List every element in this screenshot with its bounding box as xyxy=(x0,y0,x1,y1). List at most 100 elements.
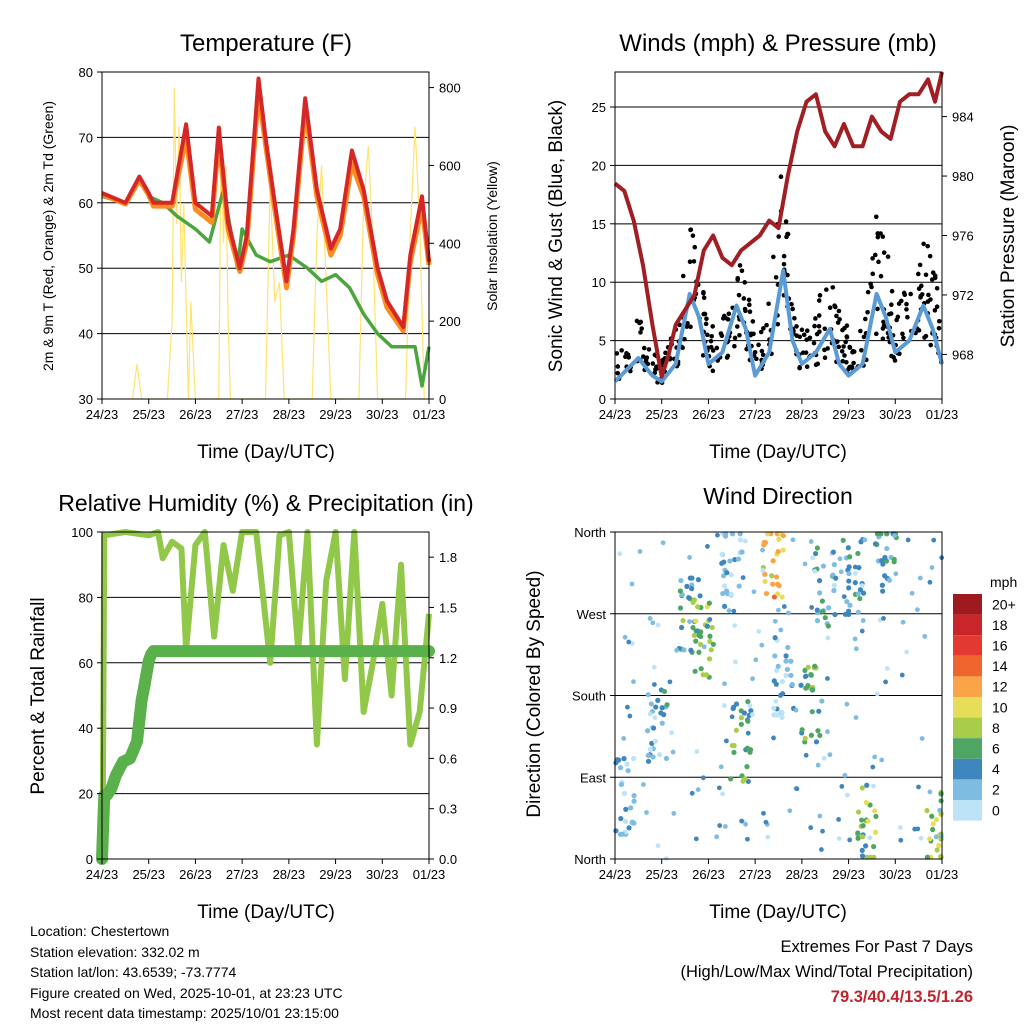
gust-point xyxy=(710,324,716,329)
direction-point xyxy=(720,590,726,597)
direction-point xyxy=(881,615,886,621)
direction-point xyxy=(745,699,751,705)
x-tick-label: 24/23 xyxy=(86,407,119,422)
direction-point xyxy=(929,565,935,570)
direction-point xyxy=(723,531,729,537)
gust-point xyxy=(691,259,697,264)
x-tick-label: 27/23 xyxy=(739,407,772,422)
direction-point xyxy=(820,828,825,834)
direction-point xyxy=(690,625,696,631)
direction-point xyxy=(802,561,808,567)
gust-point xyxy=(875,234,881,240)
gust-point xyxy=(737,263,743,268)
direction-point xyxy=(826,605,832,611)
direction-point xyxy=(621,735,627,741)
gust-point xyxy=(842,325,847,331)
direction-point xyxy=(867,854,874,860)
direction-point xyxy=(865,818,871,824)
direction-point xyxy=(859,853,866,859)
gust-point xyxy=(801,332,807,338)
direction-point xyxy=(882,573,888,579)
direction-point xyxy=(627,713,633,719)
gust-point xyxy=(847,364,852,370)
direction-point xyxy=(641,782,646,787)
legend-swatch xyxy=(953,594,982,615)
direction-point xyxy=(779,710,785,716)
direction-point xyxy=(915,607,920,613)
direction-point xyxy=(740,575,746,581)
gust-point xyxy=(813,362,819,368)
direction-point xyxy=(893,571,899,577)
gust-point xyxy=(824,287,829,292)
direction-point xyxy=(846,570,852,577)
direction-point xyxy=(867,835,873,841)
direction-point xyxy=(922,633,928,639)
direction-point xyxy=(618,815,624,822)
x-tick-label: 27/23 xyxy=(739,867,772,882)
direction-point xyxy=(803,752,809,758)
gust-point xyxy=(790,306,795,312)
direction-point xyxy=(819,598,825,604)
direction-point xyxy=(789,681,795,688)
gust-point xyxy=(663,350,668,356)
direction-point xyxy=(687,575,693,581)
x-tick-label: 30/23 xyxy=(366,407,399,422)
gust-point xyxy=(709,333,714,339)
y-tick-label: 40 xyxy=(79,327,93,342)
direction-point xyxy=(822,615,828,621)
gust-point xyxy=(650,361,656,366)
gust-point xyxy=(781,253,787,259)
legend-label: 0 xyxy=(992,802,1000,818)
direction-point xyxy=(874,691,880,697)
direction-point xyxy=(778,627,784,633)
direction-point xyxy=(644,728,651,734)
direction-point xyxy=(745,718,751,724)
direction-point xyxy=(858,539,864,545)
direction-point xyxy=(852,636,858,642)
gust-point xyxy=(748,332,754,338)
gust-point xyxy=(872,252,878,258)
direction-point xyxy=(836,817,841,822)
station-info: Location: Chestertown Station elevation:… xyxy=(30,921,343,1024)
direction-point xyxy=(817,590,823,596)
direction-point xyxy=(844,792,850,798)
direction-point xyxy=(820,563,827,569)
direction-point xyxy=(631,755,637,762)
legend-swatch xyxy=(953,635,982,656)
gust-point xyxy=(702,311,708,317)
direction-point xyxy=(626,825,632,831)
direction-point xyxy=(710,641,716,647)
direction-point xyxy=(750,676,755,682)
temperature-ylabel-left: 2m & 9m T (Red, Orange) & 2m Td (Green) xyxy=(40,101,56,371)
direction-point xyxy=(738,721,744,727)
gust-point xyxy=(737,332,742,338)
direction-point xyxy=(816,708,822,714)
direction-point xyxy=(756,628,762,634)
gust-point xyxy=(750,319,756,324)
direction-point xyxy=(870,764,876,770)
direction-point xyxy=(648,701,654,707)
x-tick-label: 01/23 xyxy=(926,867,959,882)
gust-point xyxy=(870,256,875,261)
direction-point xyxy=(760,568,766,573)
gust-point xyxy=(640,354,646,359)
direction-point xyxy=(839,784,845,789)
direction-point xyxy=(625,768,631,774)
y-tick-label: 0 xyxy=(599,392,606,407)
direction-point xyxy=(655,843,661,849)
legend-label: 18 xyxy=(992,617,1008,633)
direction-point xyxy=(819,847,824,852)
speed-legend: mph 20+ 18 16 14 12 10 8 6 4 2 0 xyxy=(953,574,1017,821)
direction-point xyxy=(815,728,821,734)
direction-point xyxy=(693,638,699,644)
gust-point xyxy=(701,289,706,295)
direction-point xyxy=(698,629,704,635)
gust-point xyxy=(875,306,880,312)
direction-point xyxy=(744,764,750,770)
temperature-plot-frame xyxy=(101,71,430,400)
direction-point xyxy=(812,663,818,669)
gust-point xyxy=(708,344,714,350)
direction-point xyxy=(770,581,776,587)
gust-point xyxy=(930,270,936,275)
y-tick-label: 25 xyxy=(592,100,606,115)
